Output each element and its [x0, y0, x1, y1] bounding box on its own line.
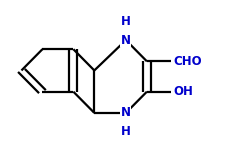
Text: N: N — [121, 34, 131, 47]
Text: N: N — [121, 106, 131, 119]
Text: CHO: CHO — [173, 55, 202, 68]
Text: H: H — [121, 125, 131, 138]
Text: OH: OH — [173, 85, 193, 98]
Text: H: H — [121, 15, 131, 28]
